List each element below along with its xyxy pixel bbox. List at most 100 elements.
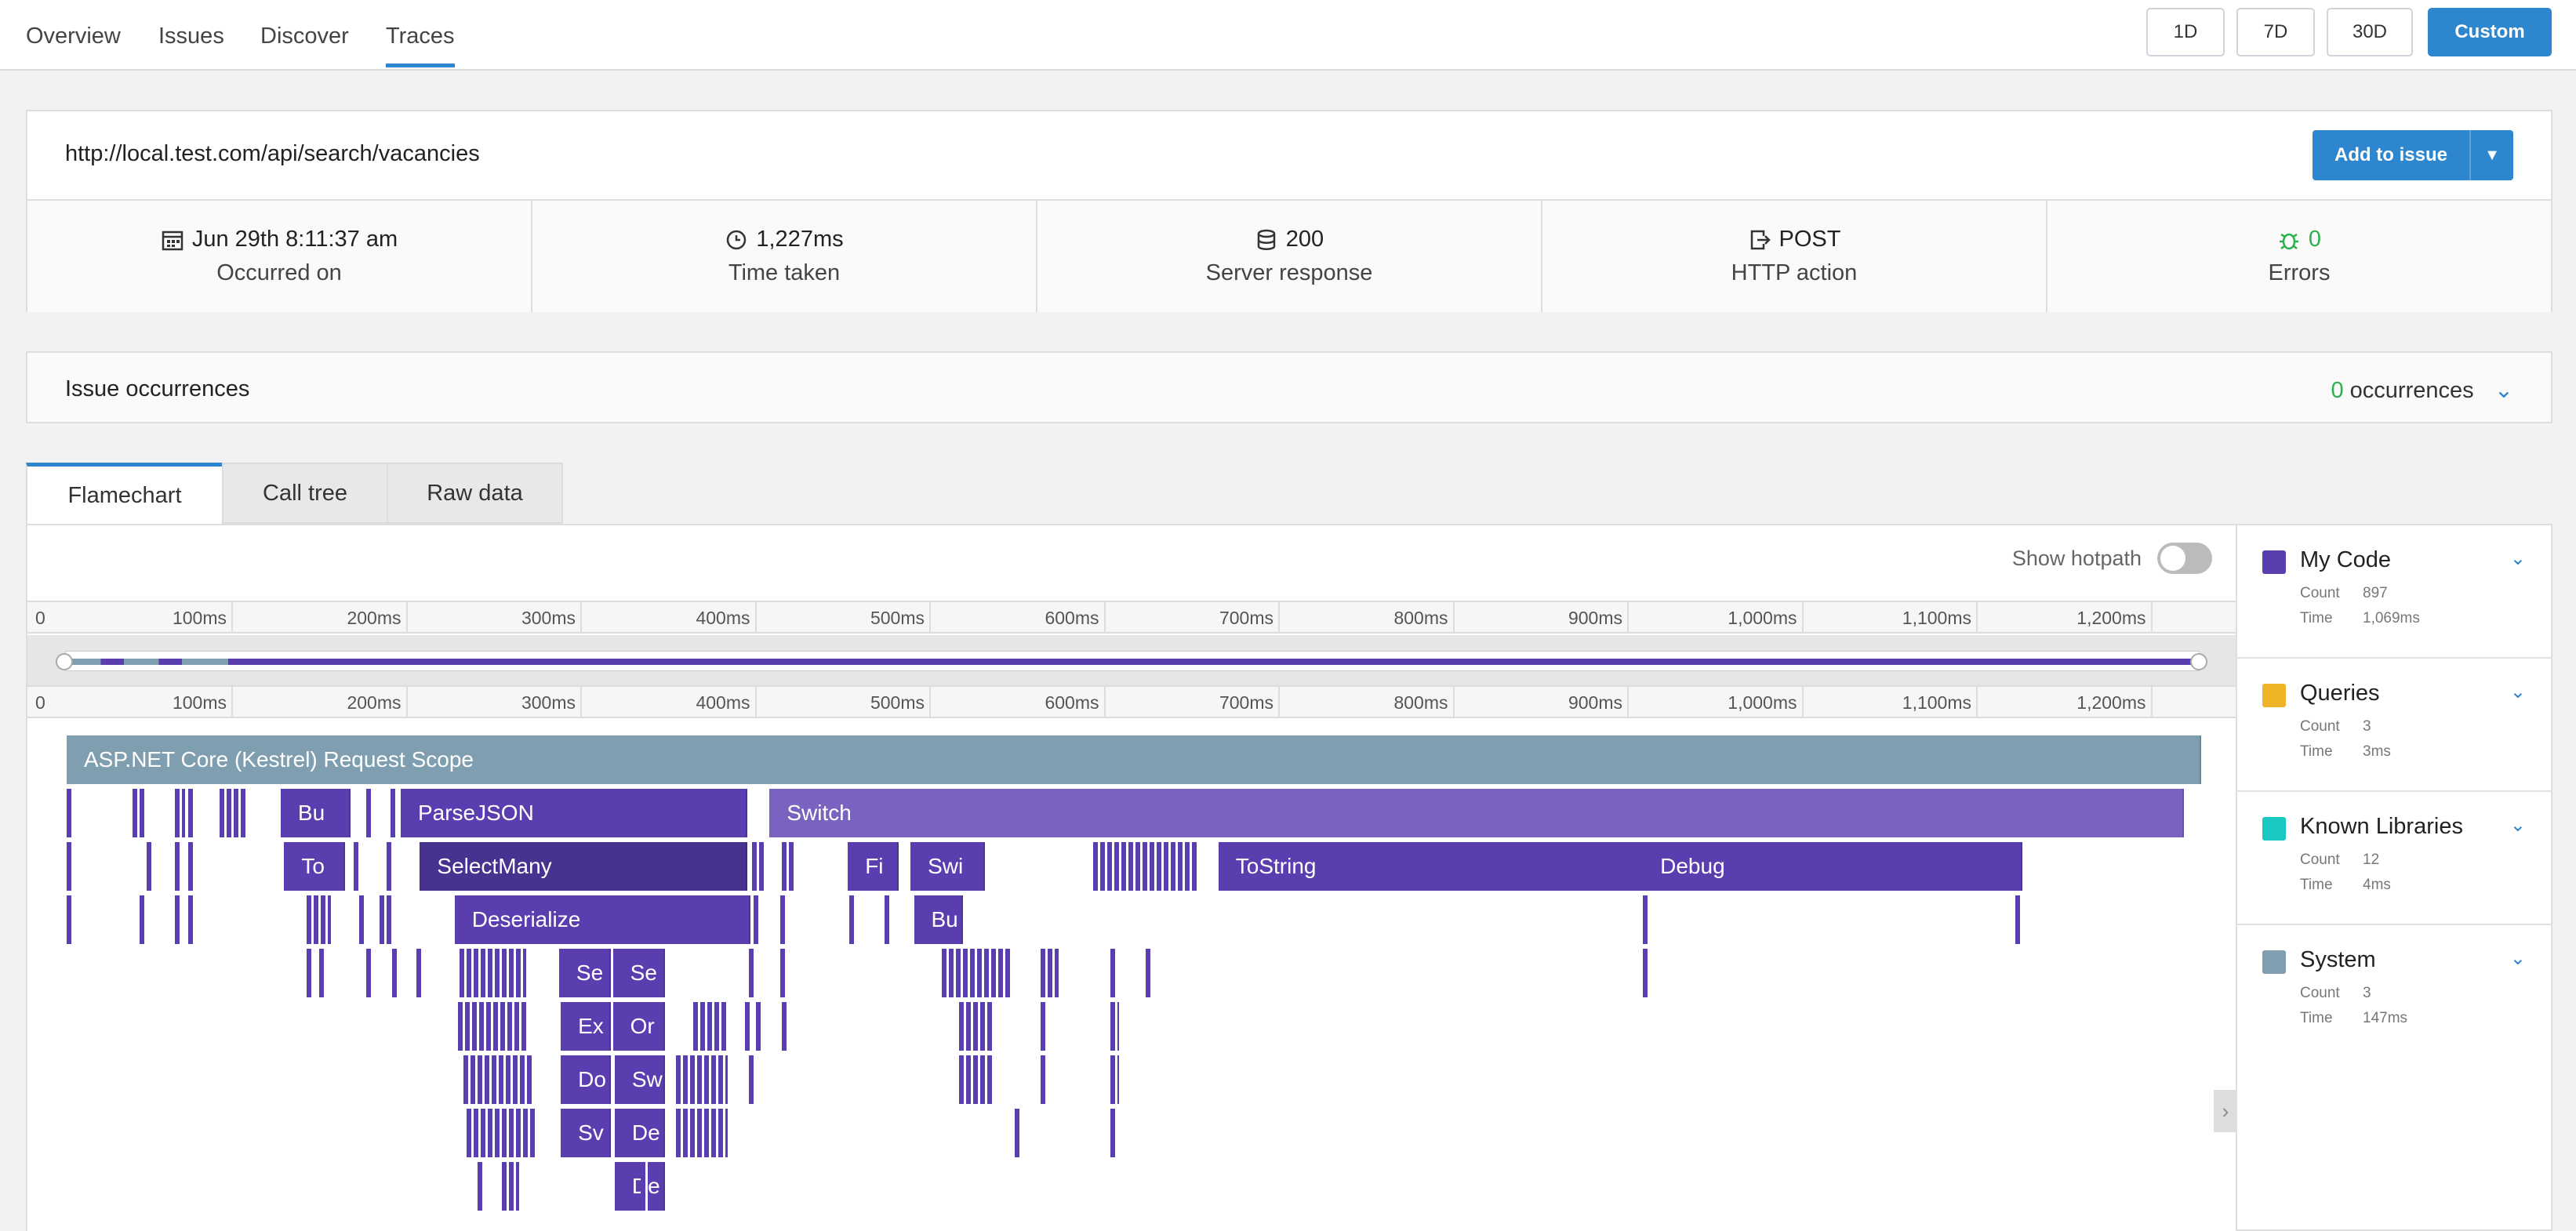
flame-frame[interactable]: ToString <box>1218 842 1647 891</box>
flame-frame-thin[interactable] <box>745 1002 750 1051</box>
flame-frame-thin[interactable] <box>188 895 194 944</box>
flame-frame-thin[interactable] <box>140 895 145 944</box>
flame-frame-thin[interactable] <box>220 789 248 837</box>
flame-frame-thin[interactable] <box>641 1162 649 1211</box>
caret-down-icon[interactable]: ▼ <box>2484 146 2500 164</box>
chevron-down-icon[interactable]: ⌄ <box>2494 378 2513 403</box>
nav-tab-discover[interactable]: Discover <box>260 24 349 49</box>
flame-frame-thin[interactable] <box>365 949 372 997</box>
flame-frame-thin[interactable] <box>174 842 180 891</box>
minimap-start-handle[interactable] <box>56 653 73 670</box>
timeline-minimap[interactable] <box>27 635 2236 685</box>
flame-frame-thin[interactable] <box>174 789 185 837</box>
flame-frame-thin[interactable] <box>752 842 766 891</box>
flame-frame-thin[interactable] <box>1643 949 1648 997</box>
legend-item-system[interactable]: System ⌄ Count 3 Time 147ms <box>2237 925 2551 1059</box>
nav-tab-overview[interactable]: Overview <box>26 24 121 49</box>
flame-frame-thin[interactable] <box>779 895 787 944</box>
flame-frame[interactable]: Sv <box>561 1109 612 1157</box>
flame-frame-thin[interactable] <box>884 895 892 944</box>
flame-frame-thin[interactable] <box>458 1002 528 1051</box>
flame-frame[interactable]: Se <box>612 949 666 997</box>
flame-frame-thin[interactable] <box>779 949 786 997</box>
flame-frame-thin[interactable] <box>387 842 394 891</box>
flame-frame-thin[interactable] <box>307 949 312 997</box>
flame-frame-thin[interactable] <box>1110 949 1116 997</box>
flame-frame-thin[interactable] <box>959 1055 994 1104</box>
flame-frame[interactable]: Swi <box>910 842 986 891</box>
chevron-down-icon[interactable]: ⌄ <box>2509 948 2526 969</box>
flame-frame-thin[interactable] <box>1041 949 1059 997</box>
range-custom-button[interactable]: Custom <box>2428 8 2552 56</box>
flame-frame-thin[interactable] <box>1093 842 1198 891</box>
flame-frame-thin[interactable] <box>748 949 756 997</box>
flame-frame-thin[interactable] <box>391 949 398 997</box>
flame-frame-thin[interactable] <box>147 842 152 891</box>
nav-tab-traces[interactable]: Traces <box>386 24 455 67</box>
flame-frame-thin[interactable] <box>942 949 1012 997</box>
flame-frame-thin[interactable] <box>748 1055 756 1104</box>
chevron-down-icon[interactable]: ⌄ <box>2509 548 2526 569</box>
flame-frame-thin[interactable] <box>67 842 72 891</box>
flame-frame-thin[interactable] <box>1110 1109 1116 1157</box>
tab-raw-data[interactable]: Raw data <box>387 463 563 524</box>
flame-frame[interactable]: Se <box>558 949 612 997</box>
flame-frame-thin[interactable] <box>1041 1002 1047 1051</box>
legend-item-my-code[interactable]: My Code ⌄ Count 897 Time 1,069ms <box>2237 525 2551 659</box>
flame-frame-thin[interactable] <box>140 789 147 837</box>
flame-frame-thin[interactable] <box>467 1109 537 1157</box>
flame-frame[interactable]: Ex <box>561 1002 612 1051</box>
flame-frame[interactable]: De <box>614 1109 666 1157</box>
flame-frame-thin[interactable] <box>1110 1002 1120 1051</box>
flame-frame-thin[interactable] <box>755 1002 761 1051</box>
flame-frame[interactable]: ParseJSON <box>400 789 747 837</box>
flame-frame-thin[interactable] <box>380 895 394 944</box>
flame-frame-thin[interactable] <box>188 842 196 891</box>
flame-frame-thin[interactable] <box>460 949 526 997</box>
flame-frame-thin[interactable] <box>365 789 372 837</box>
flame-frame[interactable]: Sw <box>614 1055 666 1104</box>
add-to-issue-button[interactable]: Add to issue ▼ <box>2313 130 2513 180</box>
flame-frame[interactable]: Do <box>561 1055 612 1104</box>
flame-frame-thin[interactable] <box>2015 895 2021 944</box>
flame-frame-thin[interactable] <box>174 895 180 944</box>
flame-frame-thin[interactable] <box>1110 1055 1120 1104</box>
flame-frame-thin[interactable] <box>849 895 857 944</box>
flame-frame-thin[interactable] <box>1041 1055 1047 1104</box>
range-30d-button[interactable]: 30D <box>2327 8 2413 56</box>
flame-frame[interactable]: Bu <box>280 789 351 837</box>
tab-flamechart[interactable]: Flamechart <box>26 463 223 525</box>
flame-frame-thin[interactable] <box>781 842 796 891</box>
legend-item-queries[interactable]: Queries ⌄ Count 3 Time 3ms <box>2237 659 2551 792</box>
flame-frame[interactable]: SelectMany <box>420 842 747 891</box>
range-1d-button[interactable]: 1D <box>2146 8 2225 56</box>
flame-frame[interactable]: Switch <box>769 789 2185 837</box>
flame-frame[interactable]: Fi <box>848 842 899 891</box>
flame-frame-thin[interactable] <box>692 1002 728 1051</box>
flame-frame-thin[interactable] <box>188 789 196 837</box>
flame-frame-thin[interactable] <box>358 895 365 944</box>
flame-frame-thin[interactable] <box>390 789 396 837</box>
flame-frame-thin[interactable] <box>959 1002 994 1051</box>
legend-item-known-libraries[interactable]: Known Libraries ⌄ Count 12 Time 4ms <box>2237 792 2551 925</box>
flame-frame[interactable]: ASP.NET Core (Kestrel) Request Scope <box>67 735 2202 784</box>
show-hotpath-toggle[interactable] <box>2157 543 2212 574</box>
range-7d-button[interactable]: 7D <box>2236 8 2315 56</box>
flame-frame[interactable]: Debug <box>1643 842 2022 891</box>
flame-frame-thin[interactable] <box>67 789 72 837</box>
flame-frame-thin[interactable] <box>675 1109 728 1157</box>
chevron-down-icon[interactable]: ⌄ <box>2509 815 2526 836</box>
flame-frame-thin[interactable] <box>416 949 422 997</box>
flame-frame[interactable]: Bu <box>914 895 963 944</box>
flame-frame[interactable]: Deserialize <box>454 895 750 944</box>
flame-frame-thin[interactable] <box>307 895 332 944</box>
chevron-down-icon[interactable]: ⌄ <box>2509 681 2526 703</box>
flame-frame-thin[interactable] <box>463 1055 533 1104</box>
nav-tab-issues[interactable]: Issues <box>158 24 224 49</box>
flame-frame-thin[interactable] <box>133 789 138 837</box>
flame-frame-thin[interactable] <box>67 895 72 944</box>
flame-frame-thin[interactable] <box>1015 1109 1020 1157</box>
flame-frame-thin[interactable] <box>354 842 359 891</box>
issue-occurrences-panel[interactable]: Issue occurrences 0 occurrences ⌄ <box>26 351 2552 423</box>
flame-frame-thin[interactable] <box>501 1162 519 1211</box>
